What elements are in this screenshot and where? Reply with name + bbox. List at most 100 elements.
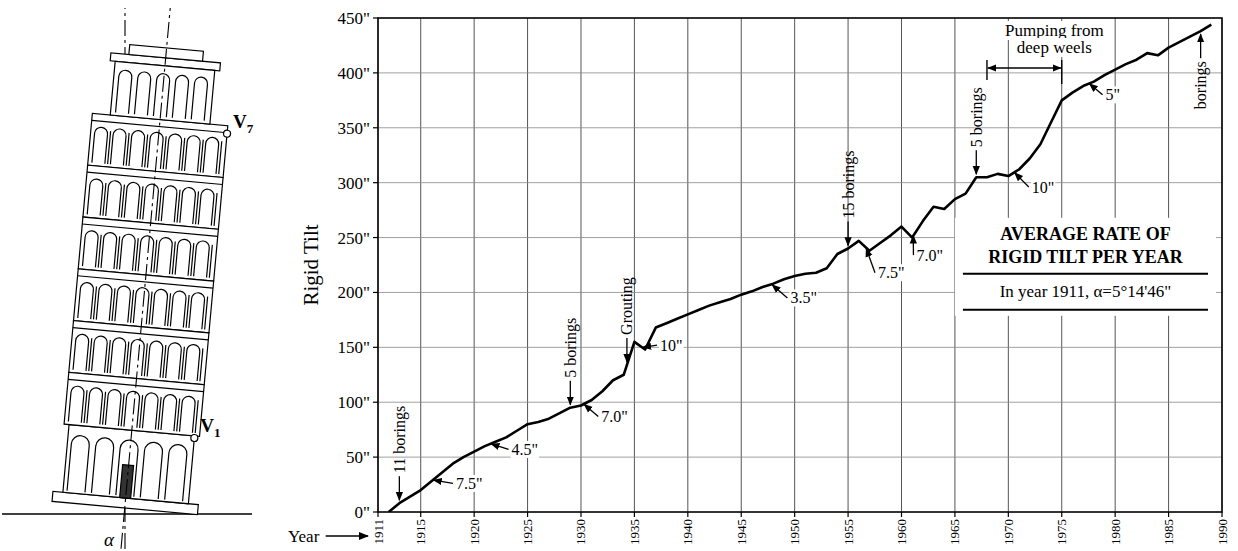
x-grid-line [527, 18, 528, 512]
blind-arch [140, 442, 163, 499]
gallery-arch [129, 339, 145, 376]
plot-frame [378, 18, 1222, 512]
x-tick [954, 512, 955, 517]
event-arrow [976, 150, 977, 174]
gallery-column [191, 243, 194, 276]
chart: 0"50"100"150"200"250"300"350"400"450"191… [288, 9, 1230, 546]
gallery-arch [189, 292, 205, 329]
gallery-arch [124, 182, 140, 219]
x-tick-label: 1990 [1215, 519, 1230, 545]
gallery-arch [166, 133, 182, 170]
rate-label: 7.5" [456, 475, 483, 492]
y-tick [373, 511, 378, 512]
x-grid-line [848, 18, 849, 512]
event-label: Grouting [618, 277, 636, 335]
y-tick-label: 0" [355, 503, 370, 522]
x-tick-label: 1980 [1108, 519, 1123, 545]
pumping-arrow [988, 67, 1061, 68]
gallery-arch [180, 187, 196, 224]
rate-heading: AVERAGE RATE OF [1000, 224, 1170, 244]
y-tick-label: 50" [346, 448, 370, 467]
gallery-arch [92, 336, 108, 373]
x-tick [741, 512, 742, 517]
gallery-arch [152, 289, 168, 326]
x-tick-label: 1920 [467, 519, 482, 545]
gallery-column [154, 240, 157, 273]
y-grid-line [378, 127, 1222, 128]
event-arrow [399, 476, 400, 500]
y-tick [373, 457, 378, 458]
gallery-column [89, 338, 92, 371]
gallery-column [135, 238, 138, 271]
gallery-column [177, 190, 180, 223]
gallery-column [126, 342, 129, 375]
label-patch [455, 475, 484, 492]
angle-label: α [104, 529, 115, 550]
tower-axis [121, 8, 170, 549]
label-patch [1105, 86, 1122, 103]
x-axis-arrow [326, 535, 368, 537]
gallery-arch [161, 394, 177, 431]
annotations: 11 borings5 boringsGrouting15 borings5 b… [391, 21, 1210, 500]
gallery-column [103, 183, 106, 216]
tower-body [48, 1, 243, 551]
y-grid-line [378, 182, 1222, 183]
label-patch [1031, 179, 1056, 196]
gallery-column [131, 290, 134, 323]
rate-label: 5" [1106, 86, 1121, 103]
gallery-arch [115, 285, 131, 322]
event-label: 5 borings [562, 318, 580, 378]
rate-label: 7.0" [601, 408, 628, 425]
gallery-column [181, 347, 184, 380]
gallery-column [145, 135, 148, 168]
bell-arch [153, 73, 170, 117]
x-tick [847, 512, 848, 517]
rate-box-rule [963, 309, 1208, 311]
gallery-arch [105, 389, 121, 426]
gallery-arch [124, 391, 140, 428]
point-letter: V [233, 111, 247, 132]
event-arrow [847, 222, 848, 246]
gallery-column [140, 395, 143, 428]
blind-arch [91, 437, 114, 494]
point-letter: V [200, 415, 214, 436]
pumping-start [986, 60, 987, 80]
label-patch [789, 289, 818, 306]
y-tick [373, 127, 378, 128]
label-patch [877, 264, 906, 281]
survey-point [223, 130, 231, 138]
x-tick-label: 1915 [413, 519, 428, 545]
y-tick-label: 300" [338, 174, 370, 193]
blind-arch [67, 435, 90, 492]
label-patch [600, 408, 629, 425]
gallery-arch [179, 396, 195, 433]
gallery-column [186, 295, 189, 328]
gallery-column [196, 191, 199, 224]
x-tick-label: 1940 [680, 519, 695, 545]
gallery-column [107, 340, 110, 373]
rate-arrow [772, 285, 787, 298]
rate-arrow [584, 404, 598, 416]
y-tick-label: 200" [338, 283, 370, 302]
event-arrow [570, 381, 571, 405]
gallery-column [163, 136, 166, 169]
gallery-column [140, 186, 143, 219]
gallery-column [158, 188, 161, 221]
rate-label: 7.5" [878, 264, 905, 281]
x-grid-line [794, 18, 795, 512]
gallery-column [209, 245, 212, 278]
rate-box-rule [963, 273, 1208, 275]
x-tick [1168, 512, 1169, 517]
rate-label: 10" [1032, 179, 1055, 196]
x-tick [634, 512, 635, 517]
gallery-column [108, 131, 111, 164]
rate-arrow [1015, 173, 1029, 187]
x-tick [580, 512, 581, 517]
y-grid-line [378, 402, 1222, 403]
x-tick [1221, 512, 1222, 517]
initial-tilt-note: In year 1911, α=5°14'46" [1000, 282, 1172, 301]
gallery-arch [198, 189, 214, 226]
pumping-end [1061, 60, 1062, 84]
label-patch [511, 441, 540, 458]
gallery-column [163, 345, 166, 378]
